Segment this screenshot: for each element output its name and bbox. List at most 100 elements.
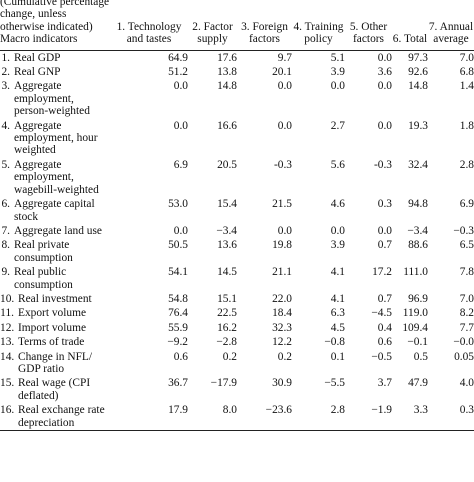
row-number: 6. <box>1 198 10 211</box>
row-number: 4. <box>1 119 10 132</box>
value-cell-annual-average: 1.8 <box>459 119 474 132</box>
value-cell-other-factors: −1.9 <box>371 404 392 417</box>
table-row: 12. Import volume 55.9 16.2 32.3 4.5 0.4 109.4 7… <box>0 321 474 335</box>
value-cell-technology: 53.0 <box>168 198 188 211</box>
value-cell-other-factors: 0.0 <box>377 224 392 237</box>
row-number: 12. <box>0 321 15 334</box>
row-number: 7. <box>1 224 10 237</box>
table-row: 4. Aggregate employment, hour weighted 0.0… <box>0 119 474 158</box>
value-cell-technology: 0.0 <box>173 119 188 132</box>
table-row: 15. Real wage (CPI deflated) 36.7 −17.9 30.9… <box>0 376 474 403</box>
row-label-cell: 2. Real GNP <box>0 65 110 79</box>
value-cell-factor-supply: 14.5 <box>217 266 237 279</box>
column-header-training-policy: 4. Training policy <box>293 20 344 46</box>
value-cell-training-policy: 6.3 <box>330 307 345 320</box>
value-cell-annual-average: 1.4 <box>459 80 474 93</box>
row-label-cell: 14. Change in NFL/ GDP ratio <box>0 350 110 377</box>
column-header-technology: 1. Technology and tastes <box>116 20 182 46</box>
row-label-cell: 10. Real investment <box>0 292 110 306</box>
value-cell-other-factors: 0.7 <box>377 292 392 305</box>
value-cell-total: 97.3 <box>408 51 428 64</box>
value-cell-annual-average: 8.2 <box>459 307 474 320</box>
value-cell-total: 88.6 <box>408 239 428 252</box>
row-number: 15. <box>0 377 15 390</box>
value-cell-foreign-factors: 0.0 <box>277 224 292 237</box>
row-number: 5. <box>1 158 10 171</box>
row-label-cell: 11. Export volume <box>0 306 110 320</box>
row-label-cell: 16. Real exchange rate depreciation <box>0 403 110 430</box>
value-cell-total: 0.5 <box>413 350 428 363</box>
row-label: Aggregate employment, hour weighted <box>14 119 98 157</box>
value-cell-other-factors: 0.3 <box>377 198 392 211</box>
row-number: 2. <box>1 66 10 79</box>
value-cell-technology: 36.7 <box>168 377 188 390</box>
value-cell-total: 109.4 <box>402 321 428 334</box>
value-cell-training-policy: 2.8 <box>330 404 345 417</box>
table-row: 5. Aggregate employment, wagebill-weighte… <box>0 158 474 197</box>
row-label-header: (Cumulative percentage change, unless ot… <box>0 0 110 46</box>
value-cell-technology: 6.9 <box>173 158 188 171</box>
value-cell-factor-supply: −3.4 <box>216 224 237 237</box>
value-cell-total: 14.8 <box>408 80 428 93</box>
value-cell-annual-average: 0.3 <box>459 404 474 417</box>
row-label: Aggregate employment, person-weighted <box>14 80 90 118</box>
column-header-factor-supply: 2. Factor supply <box>192 20 233 46</box>
value-cell-foreign-factors: −23.6 <box>265 404 292 417</box>
table-row: 1. Real GDP 64.9 17.6 9.7 5.1 0.0 97.3 7.0 <box>0 50 474 65</box>
value-cell-factor-supply: 14.8 <box>217 80 237 93</box>
value-cell-training-policy: 0.0 <box>330 224 345 237</box>
table-row: 14. Change in NFL/ GDP ratio 0.6 0.2 0.2 0.1 −… <box>0 350 474 377</box>
value-cell-foreign-factors: 21.5 <box>272 198 292 211</box>
macro-indicators-table: (Cumulative percentage change, unless ot… <box>0 0 474 431</box>
value-cell-other-factors: 0.0 <box>377 80 392 93</box>
value-cell-other-factors: −4.5 <box>371 307 392 320</box>
column-header-other-factors: 5. Other factors <box>349 20 388 46</box>
row-number: 8. <box>1 239 10 252</box>
row-label: Aggregate employment, wagebill-weighted <box>14 158 99 196</box>
value-cell-factor-supply: 16.2 <box>217 321 237 334</box>
value-cell-technology: 0.6 <box>173 350 188 363</box>
value-cell-foreign-factors: 0.2 <box>277 350 292 363</box>
value-cell-foreign-factors: 9.7 <box>277 51 292 64</box>
value-cell-training-policy: 3.9 <box>330 66 345 79</box>
value-cell-total: 19.3 <box>408 119 428 132</box>
value-cell-total: 47.9 <box>408 377 428 390</box>
row-number: 16. <box>0 404 15 417</box>
row-label: Aggregate capital stock <box>14 198 95 223</box>
value-cell-factor-supply: 8.0 <box>222 404 237 417</box>
value-cell-technology: 55.9 <box>168 321 188 334</box>
value-cell-factor-supply: −2.8 <box>216 336 237 349</box>
value-cell-foreign-factors: -0.3 <box>273 158 292 171</box>
value-cell-annual-average: −0.0 <box>453 336 474 349</box>
row-label: Real investment <box>18 292 92 305</box>
value-cell-training-policy: 5.6 <box>330 158 345 171</box>
table-header: (Cumulative percentage change, unless ot… <box>0 0 474 51</box>
row-label-cell: 3. Aggregate employment, person-weighted <box>0 79 110 118</box>
value-cell-foreign-factors: 30.9 <box>272 377 292 390</box>
value-cell-other-factors: 0.6 <box>377 336 392 349</box>
value-cell-other-factors: -0.3 <box>373 158 392 171</box>
row-label: Change in NFL/ GDP ratio <box>18 350 93 375</box>
value-cell-factor-supply: 0.2 <box>222 350 237 363</box>
row-label-cell: 15. Real wage (CPI deflated) <box>0 376 110 403</box>
value-cell-factor-supply: 13.8 <box>217 66 237 79</box>
value-cell-annual-average: 7.7 <box>459 321 474 334</box>
row-label: Import volume <box>18 321 87 334</box>
value-cell-annual-average: −0.3 <box>453 224 474 237</box>
value-cell-other-factors: 3.7 <box>377 377 392 390</box>
row-number: 9. <box>1 266 10 279</box>
column-header-total: 6. Total <box>392 33 428 46</box>
value-cell-training-policy: 4.1 <box>330 292 345 305</box>
row-label-cell: 5. Aggregate employment, wagebill-weighte… <box>0 158 110 197</box>
value-cell-other-factors: 0.0 <box>377 51 392 64</box>
value-cell-total: 94.8 <box>408 198 428 211</box>
value-cell-annual-average: 7.0 <box>459 51 474 64</box>
row-label: Real GDP <box>14 51 61 64</box>
value-cell-technology: 0.0 <box>173 224 188 237</box>
value-cell-training-policy: 0.1 <box>330 350 345 363</box>
value-cell-foreign-factors: 0.0 <box>277 119 292 132</box>
value-cell-training-policy: 4.6 <box>330 198 345 211</box>
value-cell-other-factors: 3.6 <box>377 66 392 79</box>
value-cell-foreign-factors: 20.1 <box>272 66 292 79</box>
value-cell-factor-supply: 22.5 <box>217 307 237 320</box>
